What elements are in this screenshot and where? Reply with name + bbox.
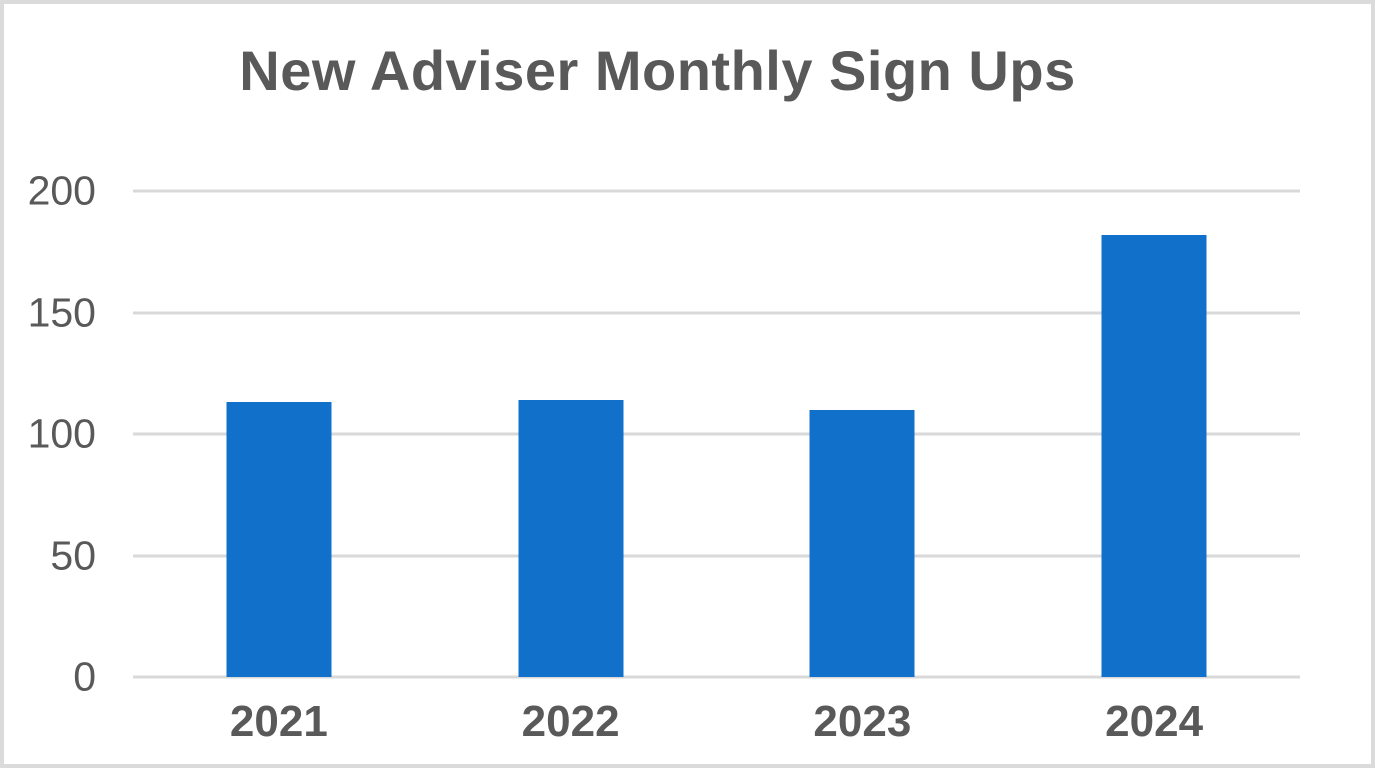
x-axis-label-2024: 2024 bbox=[1105, 697, 1204, 746]
bar-2023 bbox=[809, 409, 915, 677]
x-axis-label-2021: 2021 bbox=[229, 697, 328, 746]
x-axis-label-2022: 2022 bbox=[521, 697, 620, 746]
gridline-y-150 bbox=[133, 311, 1300, 314]
chart-title: New Adviser Monthly Sign Ups bbox=[239, 39, 1076, 102]
gridline-y-200 bbox=[133, 189, 1300, 193]
bar-2024 bbox=[1101, 234, 1207, 677]
x-axis-label-2023: 2023 bbox=[813, 697, 912, 746]
y-axis-tick-label-200: 200 bbox=[27, 167, 96, 214]
x-axis-category-labels: 2021 2022 2023 2024 bbox=[133, 700, 1300, 760]
plot-area bbox=[133, 189, 1300, 679]
y-axis-tick-label-50: 50 bbox=[50, 532, 96, 578]
gridline-y-0 bbox=[133, 675, 1300, 679]
y-axis-tick-label-0: 0 bbox=[73, 653, 96, 700]
bar-2021 bbox=[226, 402, 332, 677]
gridline-y-100 bbox=[133, 432, 1300, 436]
y-axis-tick-label-100: 100 bbox=[27, 410, 96, 457]
y-axis-tick-label-150: 150 bbox=[27, 289, 96, 335]
y-axis-tick-labels: 0 50 100 150 200 bbox=[4, 170, 96, 697]
gridline-y-50 bbox=[133, 554, 1300, 557]
bar-2022 bbox=[518, 399, 624, 677]
